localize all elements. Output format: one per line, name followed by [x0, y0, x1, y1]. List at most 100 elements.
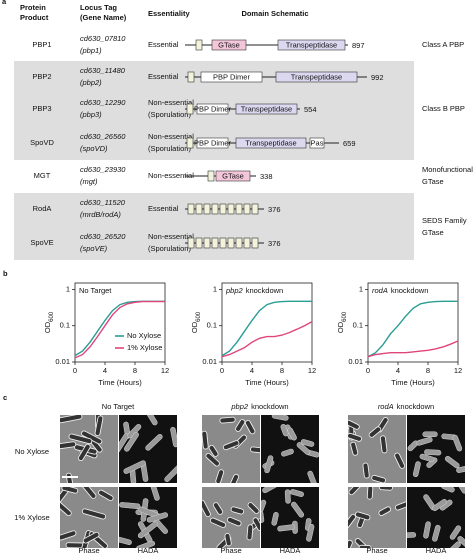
cell [291, 501, 305, 518]
essentiality: Essential [148, 40, 179, 49]
group-label: Class A PBP [422, 40, 464, 49]
cell [68, 433, 93, 445]
cell [60, 530, 77, 541]
cell [252, 517, 260, 532]
y-axis-label: OD600 [336, 311, 348, 333]
protein-name: PBP2 [32, 72, 51, 81]
essentiality: Non-essential [148, 232, 194, 241]
cell [124, 431, 139, 452]
cell [98, 489, 114, 502]
y-tick-label: 0.1 [353, 321, 363, 330]
y-tick-label: 0.1 [60, 321, 70, 330]
essentiality: Non-essential [148, 98, 194, 107]
cell [452, 434, 463, 452]
header-cell: Locus Tag [80, 3, 117, 12]
column-title-rest: knockdown [397, 402, 435, 411]
cell [202, 499, 211, 518]
series-line [367, 340, 459, 358]
tm-helix [203, 237, 211, 249]
y-tick-label: 0.01 [202, 357, 217, 366]
domain-box [215, 170, 251, 182]
essentiality: Non-essential [148, 171, 194, 180]
domain-box [211, 39, 247, 51]
y-tick-label: 0.01 [55, 357, 70, 366]
cell [271, 415, 289, 421]
cell [457, 536, 465, 547]
cell [227, 516, 242, 527]
cells [60, 415, 104, 483]
cell [394, 452, 406, 469]
cell [348, 487, 363, 496]
domain-label: Transpeptidase [241, 104, 292, 113]
cell [244, 419, 256, 435]
y-axis-label-main: OD [43, 321, 52, 333]
gene-name: (mrdB/rodA) [80, 210, 121, 219]
cell [407, 532, 417, 538]
cell [416, 436, 433, 446]
cell [60, 501, 72, 517]
x-tick-label: 8 [426, 366, 430, 375]
row-band [14, 193, 414, 260]
domain-label: PBP Dimer [194, 138, 231, 147]
panel-label: b [3, 269, 8, 278]
cell [287, 427, 297, 441]
essentiality: Essential [148, 204, 179, 213]
cell [208, 444, 219, 457]
essentiality: Essential [148, 72, 179, 81]
cell [281, 448, 294, 457]
cell [280, 424, 289, 437]
protein-name: SpoVD [30, 138, 54, 147]
group-label: GTase [422, 177, 444, 186]
tm-helix [186, 103, 194, 115]
panel-label: a [2, 0, 7, 6]
channel-label: Phase [220, 546, 241, 554]
cell [224, 533, 232, 547]
tm-helix [211, 203, 219, 215]
chart-title-rest: knockdown [391, 286, 429, 295]
micrograph [261, 415, 319, 483]
chart-title: pbp2 knockdown [225, 286, 283, 295]
cell [289, 489, 304, 498]
cell [119, 433, 129, 453]
tm-helix [235, 237, 243, 249]
protein-name: MGT [34, 171, 51, 180]
domain-box [200, 71, 263, 83]
cell [423, 521, 431, 539]
cell [209, 517, 227, 528]
protein-length: 897 [352, 41, 365, 50]
cell [60, 415, 83, 424]
x-axis-label: Time (Hours) [245, 378, 289, 387]
cells [202, 416, 260, 483]
domain-label: PBP Dimer [213, 72, 250, 81]
cell [119, 536, 132, 545]
micrograph [261, 487, 319, 548]
chart-title-rest: knockdown [246, 286, 284, 295]
cells [348, 487, 406, 548]
header-cell: Essentiality [148, 9, 191, 18]
tm-helix [203, 203, 211, 215]
cell [164, 465, 177, 483]
micrograph [407, 487, 465, 548]
header-cell: Protein [20, 3, 46, 12]
cell [123, 460, 146, 474]
channel-label: Phase [78, 546, 99, 554]
cell [261, 499, 267, 513]
tm-helix [186, 137, 194, 149]
cell [371, 474, 386, 483]
cell [170, 427, 177, 448]
header-cell: Domain Schematic [241, 9, 308, 18]
series-line [367, 300, 458, 358]
cell [144, 415, 158, 426]
y-tick-label: 1 [359, 284, 363, 293]
cells [407, 487, 465, 548]
cell [296, 442, 311, 455]
cell [348, 432, 362, 442]
y-axis-label: OD600 [43, 311, 55, 333]
chart-title-gene: rodA [372, 286, 388, 295]
essentiality: (Sporulation) [148, 144, 191, 153]
tm-helix [187, 203, 195, 215]
y-axis-label: OD600 [190, 311, 202, 333]
x-tick-label: 12 [308, 366, 316, 375]
protein-length: 554 [304, 105, 317, 114]
tm-helix [251, 203, 259, 215]
